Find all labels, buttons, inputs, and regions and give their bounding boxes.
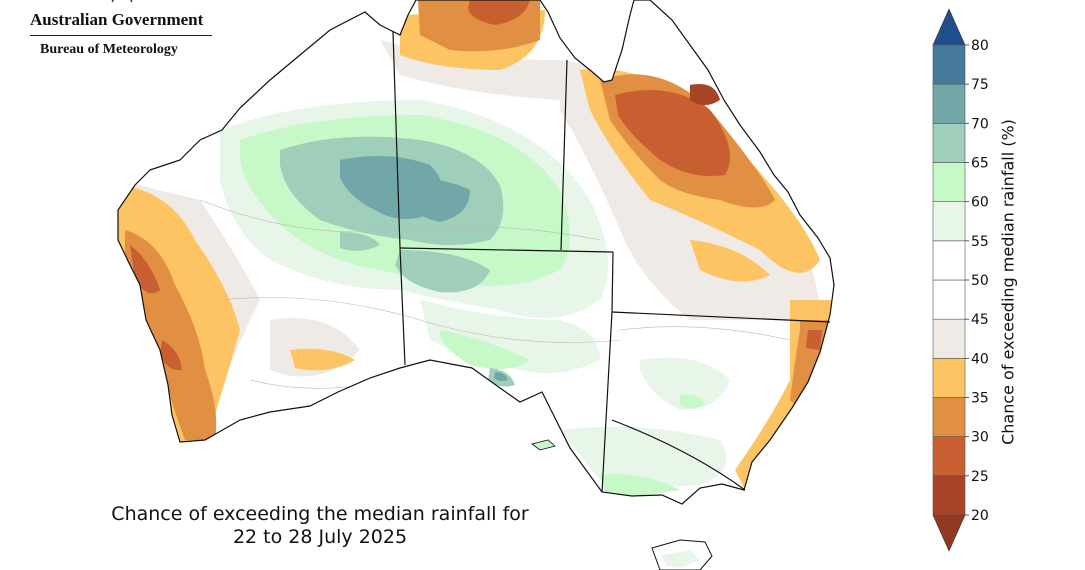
- legend-tick-label: 20: [971, 508, 989, 524]
- legend-bin-45-50: [932, 279, 966, 320]
- legend-tick-label: 55: [971, 234, 989, 250]
- agency-name: Australian Government: [30, 10, 204, 29]
- legend-title: Chance of exceeding median rainfall (%): [998, 119, 1018, 445]
- rainfall-shading: [118, 0, 834, 504]
- legend-tick-label: 25: [971, 469, 989, 485]
- map-caption: Chance of exceeding the median rainfall …: [80, 503, 560, 549]
- legend-tick-label: 50: [971, 273, 989, 289]
- australia-rainfall-map: [117, 0, 835, 570]
- legend-low-arrow: [932, 514, 966, 552]
- legend-bin-50-55: [932, 240, 966, 281]
- legend-bin-65-70: [932, 123, 966, 163]
- logo-divider: [30, 35, 212, 36]
- legend-bin-30-35: [932, 397, 966, 437]
- legend-tick-label: 30: [971, 430, 989, 446]
- tasmania: [651, 539, 713, 570]
- legend-colorbar: 20 25 30 35 40 45 50 55 60 65 70 75 80: [932, 8, 989, 552]
- caption-line-1: Chance of exceeding the median rainfall …: [111, 503, 529, 525]
- bureau-name: Bureau of Meteorology: [40, 42, 178, 57]
- legend-tick-label: 70: [971, 116, 989, 132]
- legend-bin-55-60: [932, 201, 966, 242]
- legend-tick-label: 65: [971, 156, 989, 172]
- legend-bin-60-65: [932, 162, 966, 202]
- legend-tick-label: 40: [971, 351, 989, 367]
- legend-tick-label: 60: [971, 195, 989, 211]
- legend-bin-20-25: [932, 475, 966, 516]
- legend-bin-40-45: [932, 318, 966, 359]
- legend-tick-label: 35: [971, 391, 989, 407]
- bom-logo: Australian Government Bureau of Meteorol…: [22, 0, 222, 64]
- legend-tick-label: 75: [971, 77, 989, 93]
- caption-line-2: 22 to 28 July 2025: [232, 526, 408, 548]
- legend-tick-label: 45: [971, 312, 989, 328]
- legend-bin-75-80: [932, 44, 966, 85]
- kangaroo-island: [531, 439, 556, 451]
- state-borders: [392, 31, 831, 493]
- legend-bin-70-75: [932, 83, 966, 124]
- legend-high-arrow: [932, 8, 966, 46]
- legend-bin-25-30: [932, 436, 966, 477]
- legend-bin-35-40: [932, 358, 966, 398]
- legend-tick-label: 80: [971, 38, 989, 54]
